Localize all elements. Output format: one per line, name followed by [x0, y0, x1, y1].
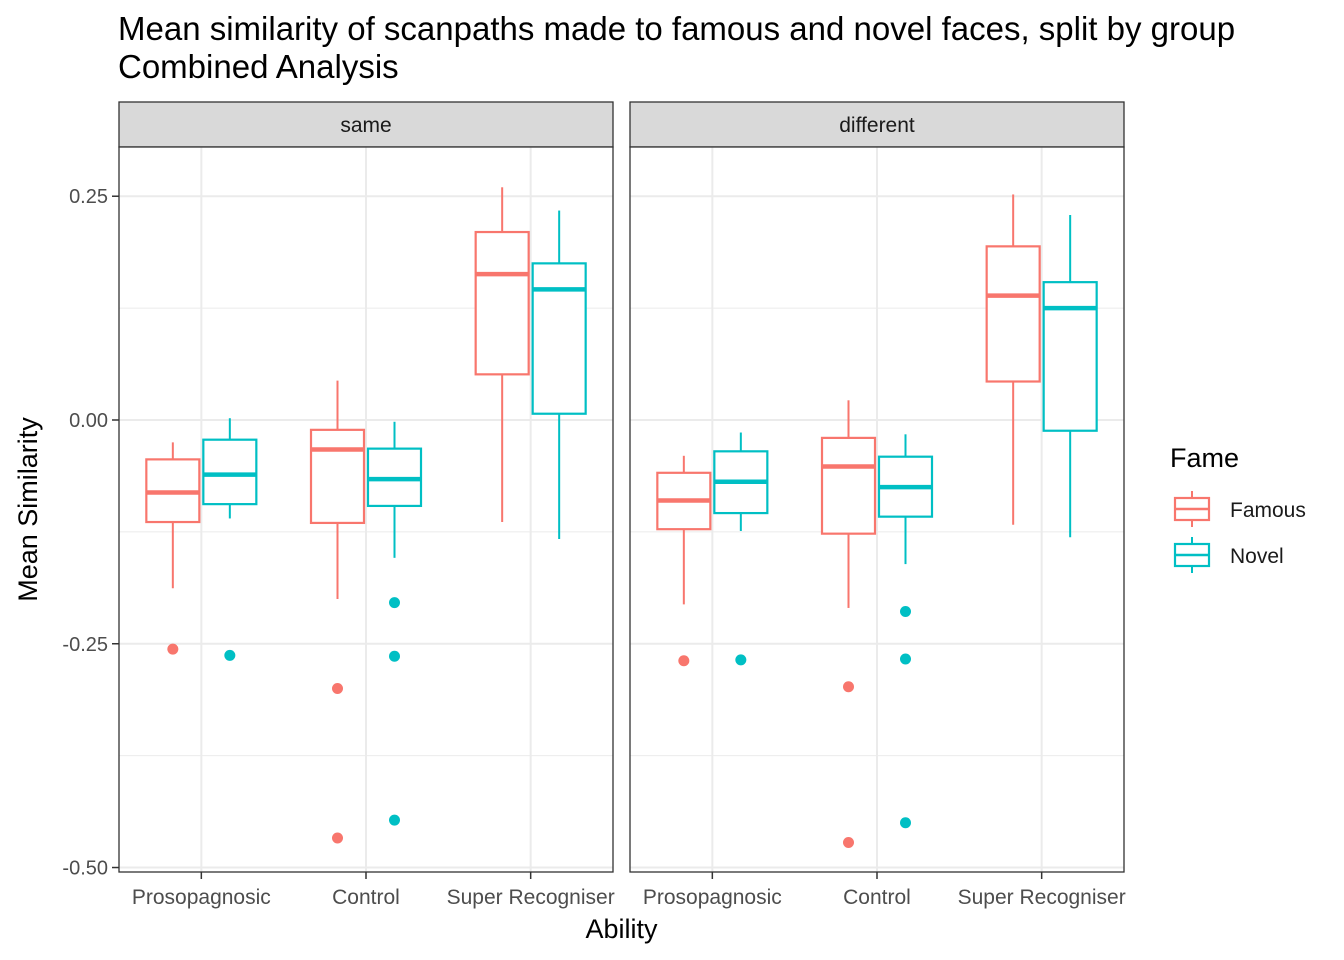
box-novel-control: [877, 434, 934, 829]
chart-subtitle: Combined Analysis: [118, 48, 399, 85]
box-iqr: [985, 245, 1041, 383]
box-iqr: [309, 428, 366, 525]
y-axis-title: Mean Similarity: [13, 417, 43, 602]
box-iqr: [531, 262, 587, 415]
outlier-point: [389, 597, 400, 609]
box-novel-super-recogniser: [531, 210, 587, 540]
outlier-point: [900, 817, 911, 829]
box-iqr: [1042, 281, 1098, 432]
legend-entry-famous: Famous: [1173, 491, 1306, 527]
facet-label: same: [340, 114, 391, 137]
box-novel-control: [366, 421, 423, 826]
outlier-point: [389, 650, 400, 662]
panel-different: different Prosopagnosic Control Super Recog…: [629, 101, 1126, 909]
chart-title-block: Mean similarity of scanpaths made to fam…: [118, 10, 1235, 86]
y-tick-label: 0.00: [69, 410, 108, 432]
outlier-point: [900, 606, 911, 618]
x-tick-label: Prosopagnosic: [643, 886, 782, 909]
outlier-point: [843, 836, 854, 848]
box-famous-control: [820, 400, 877, 848]
outlier-point: [900, 653, 911, 665]
outlier-point: [224, 649, 236, 661]
box-iqr: [202, 438, 258, 506]
box-famous-prosopagnosic: [145, 442, 201, 655]
legend-label: Novel: [1230, 545, 1284, 568]
outlier-point: [735, 654, 747, 666]
box-famous-super-recogniser: [474, 187, 530, 523]
y-tick-label: -0.25: [62, 634, 108, 656]
outlier-point: [167, 643, 179, 655]
box-famous-control: [309, 380, 366, 844]
x-tick-label: Control: [332, 886, 400, 909]
x-tick-label: Control: [843, 886, 911, 909]
box-novel-super-recogniser: [1042, 215, 1098, 538]
outlier-point: [332, 683, 343, 695]
box-novel-prosopagnosic: [202, 418, 258, 661]
legend-entry-novel: Novel: [1173, 537, 1284, 573]
x-tick-label: Super Recogniser: [447, 886, 615, 909]
panel-same: same Prosopagnosic Control Super Recogniser: [118, 101, 615, 909]
outlier-point: [389, 814, 400, 826]
legend: Fame Famous Novel: [1170, 443, 1306, 573]
box-iqr: [820, 436, 877, 535]
outlier-point: [332, 832, 343, 844]
y-tick-label: 0.25: [69, 186, 108, 208]
y-tick-label: -0.50: [62, 858, 108, 880]
outlier-point: [678, 655, 690, 667]
box-novel-prosopagnosic: [713, 432, 769, 666]
box-iqr: [474, 230, 530, 376]
outlier-point: [843, 681, 854, 693]
legend-label: Famous: [1230, 499, 1306, 522]
box-famous-super-recogniser: [985, 194, 1041, 525]
x-tick-label: Super Recogniser: [958, 886, 1126, 909]
legend-title: Fame: [1170, 443, 1239, 473]
chart-title: Mean similarity of scanpaths made to fam…: [118, 10, 1236, 47]
facet-label: different: [839, 114, 915, 137]
x-tick-label: Prosopagnosic: [132, 886, 271, 909]
box-famous-prosopagnosic: [656, 455, 712, 667]
x-axis-title: Ability: [585, 914, 658, 944]
